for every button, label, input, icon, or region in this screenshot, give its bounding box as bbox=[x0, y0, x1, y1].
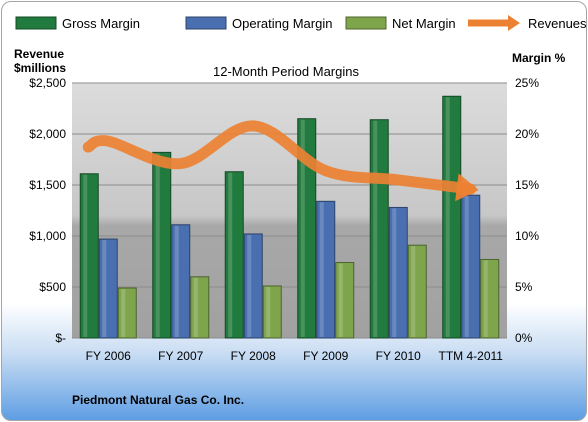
bar-gross-margin bbox=[79, 173, 99, 339]
bar-highlight bbox=[319, 202, 324, 337]
left-tick-label: $500 bbox=[39, 280, 66, 294]
left-tick-label: $- bbox=[55, 331, 66, 345]
chart-title: 12-Month Period Margins bbox=[213, 64, 359, 79]
bar-operating-margin bbox=[98, 238, 118, 339]
legend-arrowhead bbox=[508, 15, 520, 31]
bar-net-margin bbox=[480, 258, 500, 339]
bar-highlight bbox=[338, 263, 343, 337]
bar-highlight bbox=[445, 97, 450, 337]
bar-highlight bbox=[83, 174, 88, 337]
left-tick-label: $1,000 bbox=[29, 229, 66, 243]
right-tick-label: 25% bbox=[515, 76, 539, 90]
bar-highlight bbox=[464, 196, 469, 337]
legend-label-operating-margin: Operating Margin bbox=[232, 16, 332, 31]
bar-highlight bbox=[411, 246, 416, 337]
bar-net-margin bbox=[190, 276, 210, 339]
bar-highlight bbox=[373, 120, 378, 337]
revenue-arrowhead bbox=[455, 173, 479, 202]
bar-operating-margin bbox=[243, 233, 263, 339]
bar-highlight bbox=[121, 289, 126, 337]
left-tick-label: $2,500 bbox=[29, 76, 66, 90]
bar-operating-margin bbox=[316, 200, 336, 339]
legend-label-net-margin: Net Margin bbox=[392, 16, 456, 31]
bar-net-margin bbox=[407, 244, 427, 339]
left-axis-label-line2: $millions bbox=[14, 61, 66, 75]
right-axis-label: Margin % bbox=[512, 51, 566, 65]
left-tick-label: $1,500 bbox=[29, 178, 66, 192]
revenue-line-path bbox=[82, 120, 477, 195]
bar-operating-margin bbox=[171, 224, 191, 339]
x-tick-label: FY 2007 bbox=[158, 349, 203, 363]
x-tick-label: FY 2009 bbox=[303, 349, 348, 363]
bar-gross-margin bbox=[297, 118, 317, 339]
x-tick-label: FY 2008 bbox=[231, 349, 276, 363]
x-tick-label: FY 2006 bbox=[86, 349, 131, 363]
plot-area bbox=[72, 83, 507, 338]
bar-highlight bbox=[193, 277, 198, 337]
right-tick-label: 0% bbox=[515, 331, 533, 345]
bar-highlight bbox=[228, 172, 233, 337]
axis-labels: $- 0% $500 5% $1,000 10% $1,500 15% $2,000 20% $2,… bbox=[29, 76, 539, 363]
legend-swatch-net-margin bbox=[345, 16, 387, 30]
bar-operating-margin bbox=[461, 194, 481, 339]
bar-highlight bbox=[102, 240, 107, 337]
legend-swatch-gross-margin bbox=[15, 16, 57, 30]
bar-gross-margin bbox=[442, 95, 462, 339]
legend-swatch-operating-margin bbox=[185, 16, 227, 30]
bar-gross-margin bbox=[224, 171, 244, 339]
legend: Gross Margin Operating Margin Net Margin Re… bbox=[15, 15, 586, 31]
bar-gross-margin bbox=[152, 151, 172, 339]
right-tick-label: 15% bbox=[515, 178, 539, 192]
right-tick-label: 5% bbox=[515, 280, 533, 294]
gridlines bbox=[72, 82, 507, 339]
right-tick-label: 10% bbox=[515, 229, 539, 243]
bar-highlight bbox=[266, 286, 271, 337]
bar-net-margin bbox=[117, 287, 137, 339]
bar-highlight bbox=[155, 153, 160, 337]
right-tick-label: 20% bbox=[515, 127, 539, 141]
x-tick-label: FY 2010 bbox=[376, 349, 421, 363]
revenue-line bbox=[82, 120, 479, 202]
bar-highlight bbox=[392, 208, 397, 337]
bar-gross-margin bbox=[369, 119, 389, 339]
bar-operating-margin bbox=[388, 206, 408, 339]
bar-highlight bbox=[483, 260, 488, 337]
bar-highlight bbox=[300, 119, 305, 337]
left-axis-label-line1: Revenue bbox=[14, 47, 64, 61]
bars bbox=[79, 95, 500, 339]
left-tick-label: $2,000 bbox=[29, 127, 66, 141]
bar-net-margin bbox=[262, 285, 282, 339]
company-name: Piedmont Natural Gas Co. Inc. bbox=[72, 393, 244, 407]
legend-label-revenues: Revenues bbox=[528, 16, 586, 31]
bar-highlight bbox=[174, 225, 179, 337]
bar-net-margin bbox=[335, 262, 355, 339]
legend-label-gross-margin: Gross Margin bbox=[62, 16, 140, 31]
x-tick-label: TTM 4-2011 bbox=[439, 349, 504, 363]
bar-highlight bbox=[247, 234, 252, 337]
